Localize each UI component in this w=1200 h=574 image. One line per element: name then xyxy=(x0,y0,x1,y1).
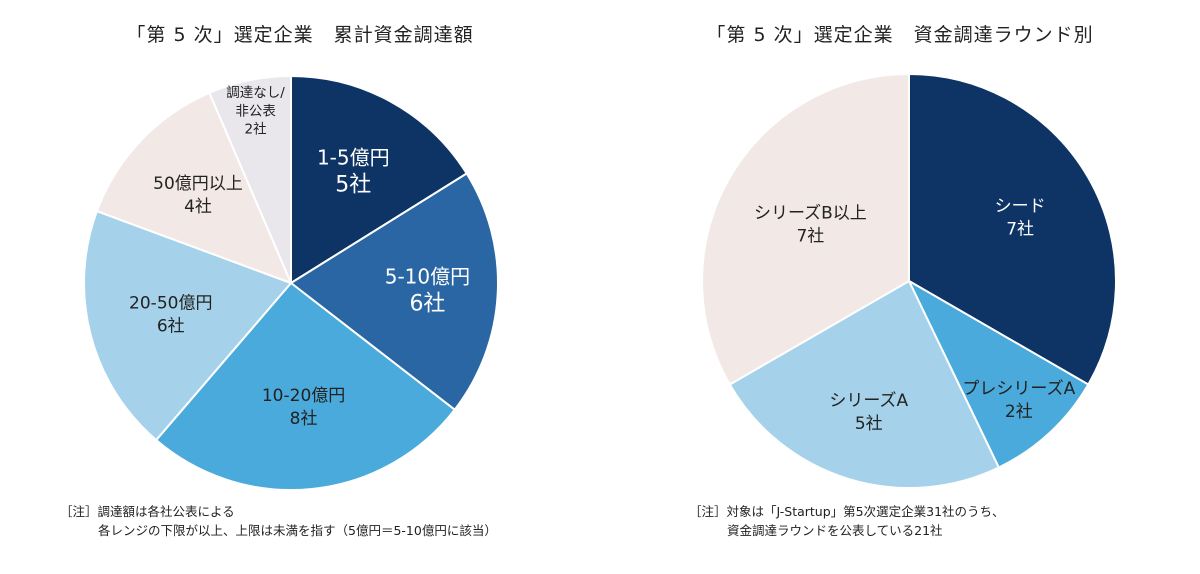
slice-label: 調達なし/非公表 2社 xyxy=(226,85,285,137)
chart-title: 「第 5 次」選定企業 資金調達ラウンド別 xyxy=(706,24,1094,46)
pie-slice xyxy=(290,74,469,285)
slice-value-label: 6社 xyxy=(409,291,445,316)
chart-note: ［注］調達額は各社公表による 各レンジの下限が以上、上限は未満を指す（5億円＝5… xyxy=(60,502,497,540)
note-line: 調達額は各社公表による xyxy=(97,504,235,519)
slice-category-label: 5-10億円 xyxy=(385,264,470,288)
slice-value-label: 7社 xyxy=(796,227,824,247)
pie-slice xyxy=(154,281,457,491)
pie-slice xyxy=(908,72,1117,386)
slice-label: プレシリーズA 2社 xyxy=(962,379,1075,422)
slice-label: 1-5億円 5社 xyxy=(317,145,390,197)
pie-slice xyxy=(728,279,1001,489)
pie-slice xyxy=(701,72,910,386)
chart-title: 「第 5 次」選定企業 累計資金調達額 xyxy=(126,24,474,46)
slice-value-label: 2社 xyxy=(245,122,267,138)
slice-value-label: 4社 xyxy=(184,197,212,217)
note-line: 各レンジの下限が以上、上限は未満を指す（5億円＝5-10億円に該当） xyxy=(98,523,497,538)
slice-value-label: 5社 xyxy=(855,414,883,434)
slice-value-label: 7社 xyxy=(1006,219,1034,239)
pie-slice xyxy=(289,172,499,412)
slice-category-label: 非公表 xyxy=(235,103,276,119)
funding-round-chart: 「第 5 次」選定企業 資金調達ラウンド別 シード 7社プレシリーズA 2社 シリーズ… xyxy=(600,0,1200,574)
slice-category-label: 20-50億円 xyxy=(129,294,212,314)
slice-category-label: 50億円以上 xyxy=(153,174,243,194)
chart-note: ［注］対象は「J-Startup」第5次選定企業31社のうち、 資金調達ラウンド… xyxy=(689,502,1005,540)
slice-label: シリーズB以上 7社 xyxy=(754,204,867,247)
note-line: 対象は「J-Startup」第5次選定企業31社のうち、 xyxy=(726,504,1005,519)
pie-slice xyxy=(83,209,293,442)
slice-label: 50億円以上 4社 xyxy=(153,174,243,217)
slice-value-label: 2社 xyxy=(1005,402,1033,422)
slice-label: シリーズA 5社 xyxy=(829,391,908,434)
note-prefix: ［注］ xyxy=(689,504,727,519)
slice-category-label: プレシリーズA xyxy=(962,379,1075,399)
funding-amount-chart: 「第 5 次」選定企業 累計資金調達額 1-5億円 5社 5-10億円 6社 10-20… xyxy=(60,24,499,540)
slice-value-label: 8社 xyxy=(290,409,318,429)
note-prefix: ［注］ xyxy=(60,504,98,519)
slice-value-label: 6社 xyxy=(157,317,185,337)
slice-category-label: 調達なし/ xyxy=(226,85,285,101)
pie-slice xyxy=(95,91,293,285)
slice-value-label: 5社 xyxy=(335,172,371,197)
slice-label: 5-10億円 6社 xyxy=(385,264,470,316)
note-line: 資金調達ラウンドを公表している21社 xyxy=(727,523,943,538)
funding-amount-pie: 1-5億円 5社 5-10億円 6社 10-20億円 8社 20-50億円 6社 50億円以上 4… xyxy=(83,74,499,491)
slice-label: 10-20億円 8社 xyxy=(262,386,345,429)
slice-category-label: シリーズA xyxy=(829,391,908,411)
slice-category-label: シード xyxy=(995,196,1046,216)
slice-category-label: シリーズB以上 xyxy=(754,204,867,224)
pie-slice xyxy=(208,74,292,284)
pie-slice xyxy=(906,278,1090,469)
slice-label: シード 7社 xyxy=(995,196,1046,239)
slice-category-label: 10-20億円 xyxy=(262,386,345,406)
slice-label: 20-50億円 6社 xyxy=(129,294,212,337)
slice-category-label: 1-5億円 xyxy=(317,145,390,169)
